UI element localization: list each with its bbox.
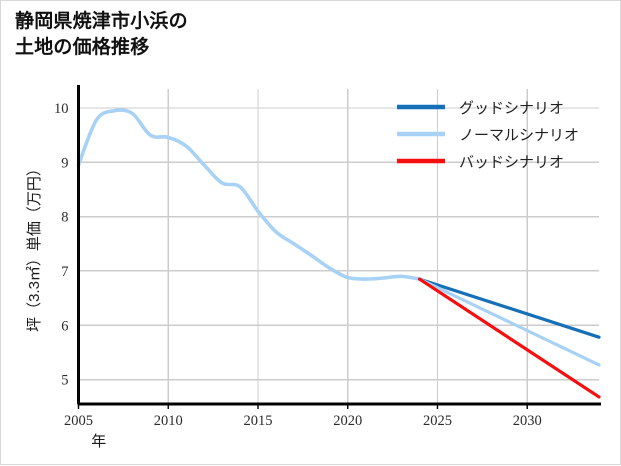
y-axis-title: 坪（3.3㎡）単価（万円） <box>26 161 43 332</box>
y-tick-label-5: 5 <box>61 373 68 389</box>
x-tick-label-2030: 2030 <box>513 413 542 429</box>
x-tick-label-2020: 2020 <box>333 413 362 429</box>
series-group <box>76 108 601 399</box>
axis-spines-group <box>76 85 601 406</box>
series-line-bad <box>417 277 601 399</box>
series-line-history <box>76 108 422 281</box>
x-axis-title: 年 <box>91 433 106 450</box>
legend-label-1: ノーマルシナリオ <box>459 128 579 144</box>
axis-titles-group: 年 坪（3.3㎡）単価（万円） <box>26 161 106 450</box>
tick-labels-group: 5 6 7 8 9 10 2005 2010 2015 2020 2025 2030 <box>54 101 542 429</box>
x-tick-label-2005: 2005 <box>64 413 93 429</box>
series-line-good <box>417 277 601 339</box>
y-tick-label-7: 7 <box>61 264 68 280</box>
y-tick-label-6: 6 <box>61 318 68 334</box>
y-tick-label-8: 8 <box>61 210 68 226</box>
x-tick-label-2025: 2025 <box>423 413 452 429</box>
x-tick-label-2010: 2010 <box>154 413 183 429</box>
y-tick-label-10: 10 <box>54 101 69 117</box>
y-tick-label-9: 9 <box>61 155 68 171</box>
legend-label-0: グッドシナリオ <box>459 100 564 117</box>
series-line-normal <box>417 277 601 367</box>
x-tick-label-2015: 2015 <box>243 413 272 429</box>
page-title: 静岡県焼津市小浜の 土地の価格推移 <box>15 11 188 59</box>
legend-label-2: バッドシナリオ <box>459 155 564 171</box>
